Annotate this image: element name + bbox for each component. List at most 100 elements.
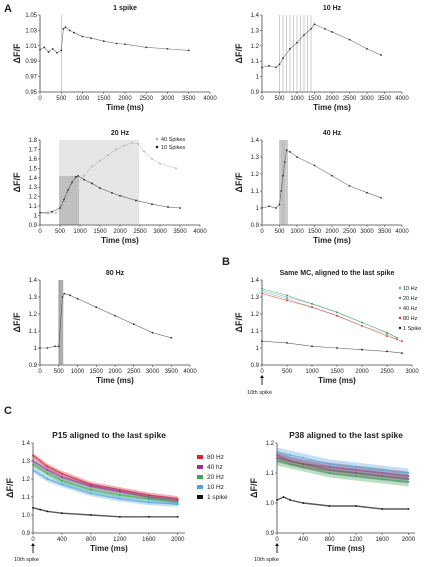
data-point — [176, 503, 179, 506]
data-point — [131, 141, 133, 144]
data-point — [99, 187, 101, 190]
x-tick-label: 1000 — [290, 229, 304, 235]
data-point — [296, 41, 298, 44]
data-point — [59, 207, 61, 209]
x-axis-label: Time (ms) — [101, 236, 139, 245]
x-tick-label: 2000 — [118, 96, 132, 102]
y-tick-label: 1 — [34, 346, 38, 352]
data-point — [282, 496, 285, 498]
data-point — [90, 488, 92, 491]
data-point — [118, 490, 121, 493]
x-tick-label: 3500 — [378, 96, 392, 102]
data-point — [336, 347, 338, 349]
y-tick-label: 1.2 — [251, 312, 260, 318]
data-point — [137, 142, 139, 145]
y-tick-label: 1.3 — [29, 295, 38, 301]
data-point — [83, 178, 85, 181]
data-point — [166, 47, 169, 50]
data-point — [90, 485, 92, 488]
x-tick-label: 2000 — [402, 537, 416, 543]
data-point — [328, 505, 331, 507]
y-tick-label: 1 — [256, 346, 260, 352]
data-point — [145, 46, 148, 49]
x-axis-label: Time (ms) — [90, 544, 128, 553]
x-tick-label: 2000 — [325, 229, 339, 235]
data-point — [401, 352, 403, 354]
chart-c1: P15 aligned to the last spike 0 400 800 1200… — [5, 430, 228, 553]
data-point — [176, 515, 179, 518]
y-tick-label: 1.4 — [22, 441, 31, 447]
data-point — [39, 508, 42, 511]
data-point — [51, 47, 54, 50]
data-point — [67, 189, 69, 191]
data-point — [311, 345, 313, 348]
data-point — [282, 57, 284, 60]
legend-label: 10 Hz — [403, 286, 418, 292]
data-point — [39, 48, 41, 51]
data-point — [39, 211, 41, 214]
x-tick-label: 1200 — [349, 537, 363, 543]
data-point — [289, 463, 292, 465]
series-error-band — [277, 456, 409, 487]
data-point — [296, 156, 298, 158]
data-point — [285, 149, 288, 152]
x-tick-label: 0 — [38, 369, 42, 375]
data-point — [176, 497, 179, 500]
data-point — [107, 154, 109, 157]
y-tick-label: 1.4 — [251, 13, 260, 19]
x-tick-label: 0 — [31, 537, 35, 543]
data-point — [147, 496, 150, 498]
data-point — [90, 514, 92, 516]
y-tick-label: 0.9 — [251, 363, 260, 369]
x-axis-label: Time (ms) — [313, 103, 351, 112]
x-tick-label: 500 — [56, 96, 67, 102]
y-tick-label: 1.1 — [29, 329, 38, 335]
data-point — [118, 488, 121, 491]
legend-marker — [398, 316, 402, 320]
data-point — [118, 497, 121, 500]
x-tick-label: 1500 — [93, 229, 107, 235]
data-point — [151, 203, 153, 206]
x-tick-label: 1000 — [71, 369, 85, 375]
data-point — [54, 345, 56, 348]
data-point — [336, 311, 338, 314]
data-point — [261, 292, 263, 295]
data-point — [143, 150, 145, 153]
data-point — [63, 292, 66, 295]
data-point — [119, 194, 121, 197]
data-point — [179, 207, 181, 209]
y-tick-label: 1.5 — [29, 166, 38, 172]
x-tick-label: 3000 — [153, 229, 167, 235]
data-point — [102, 40, 105, 43]
data-point — [276, 460, 278, 462]
data-point — [302, 466, 305, 468]
data-point — [62, 27, 65, 30]
data-point — [56, 51, 58, 54]
x-tick-label: 0 — [260, 229, 264, 235]
data-point — [64, 26, 67, 29]
data-point — [115, 42, 118, 45]
data-point — [381, 469, 384, 471]
data-point — [69, 294, 71, 297]
x-tick-label: 4000 — [395, 96, 409, 102]
data-point — [91, 182, 93, 185]
series-line — [261, 340, 403, 354]
tenth-spike-annotation-c2: 10th spike — [254, 557, 279, 563]
x-tick-label: 0 — [38, 229, 42, 235]
legend-marker — [155, 145, 159, 149]
data-point — [118, 494, 121, 497]
y-tick-label: 1.05 — [25, 13, 37, 19]
y-tick-label: 1.4 — [29, 176, 38, 182]
data-point — [43, 46, 46, 49]
data-point — [361, 321, 363, 324]
x-tick-label: 800 — [86, 537, 97, 543]
data-point — [386, 333, 388, 336]
x-tick-label: 2000 — [113, 229, 127, 235]
data-point — [289, 460, 292, 462]
x-tick-label: 2500 — [343, 96, 357, 102]
legend-label: 1 Spike — [403, 326, 421, 332]
x-axis-label: Time (ms) — [327, 544, 365, 553]
data-point — [361, 325, 363, 327]
data-point — [386, 331, 388, 334]
data-point — [310, 27, 312, 30]
